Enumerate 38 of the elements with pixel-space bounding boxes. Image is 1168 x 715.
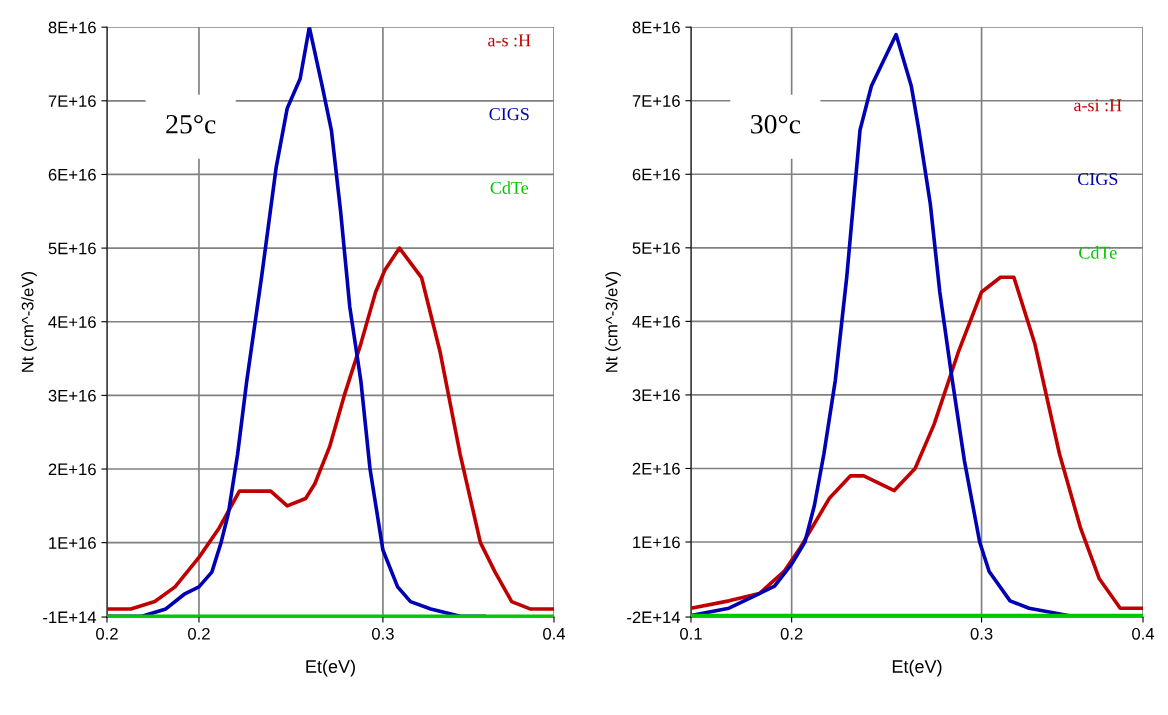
x-tick-label: 0.4 xyxy=(1132,627,1155,640)
y-axis-title: Nt (cm^-3/eV) xyxy=(605,272,621,372)
annotation: 30°c xyxy=(751,114,801,134)
x-tick-label: 0.3 xyxy=(371,627,394,640)
y-tick-label: 5E+16 xyxy=(48,242,96,255)
text: a-s :H xyxy=(488,34,531,47)
x-tick-label: 0.1 xyxy=(680,627,702,640)
y-tick-label: -1E+14 xyxy=(43,611,97,624)
y-tick-label: 4E+16 xyxy=(48,316,96,328)
y-tick-label: 7E+16 xyxy=(48,95,96,108)
y-tick-label: 8E+16 xyxy=(48,21,96,34)
x-tick-label: 0.2 xyxy=(96,627,118,640)
y-tick-label: 2E+16 xyxy=(632,462,680,475)
x-axis-title: Et(eV) xyxy=(892,659,942,677)
x-tick-label: 0.2 xyxy=(188,627,210,640)
y-tick-label: 2E+16 xyxy=(48,463,96,476)
y-tick-label: 6E+16 xyxy=(48,168,96,181)
x-tick-label: 0.4 xyxy=(543,627,566,640)
x-tick-label: 0.2 xyxy=(780,627,803,640)
y-tick-label: 5E+16 xyxy=(632,242,680,255)
y-tick-label: 3E+16 xyxy=(632,389,680,402)
text: CdTe xyxy=(1079,246,1117,259)
x-axis-title: Et(eV) xyxy=(306,659,355,677)
y-tick-label: 3E+16 xyxy=(48,389,96,402)
y-axis-title: Nt (cm^-3/eV) xyxy=(21,272,37,372)
y-tick-label: 4E+16 xyxy=(632,315,680,328)
text: a-si :H xyxy=(1074,99,1122,112)
annotation: 25°c xyxy=(166,114,216,134)
y-tick-label: 6E+16 xyxy=(632,168,680,181)
y-tick-label: 7E+16 xyxy=(632,95,680,107)
text: CIGS xyxy=(1077,172,1118,186)
y-tick-label: 1E+16 xyxy=(49,537,96,549)
x-tick-label: 0.3 xyxy=(970,627,993,640)
y-tick-label: 8E+16 xyxy=(632,21,680,34)
text: CdTe xyxy=(490,181,529,194)
y-tick-label: 1E+16 xyxy=(633,536,680,549)
text: CIGS xyxy=(489,108,529,121)
y-tick-label: -2E+14 xyxy=(627,611,681,624)
